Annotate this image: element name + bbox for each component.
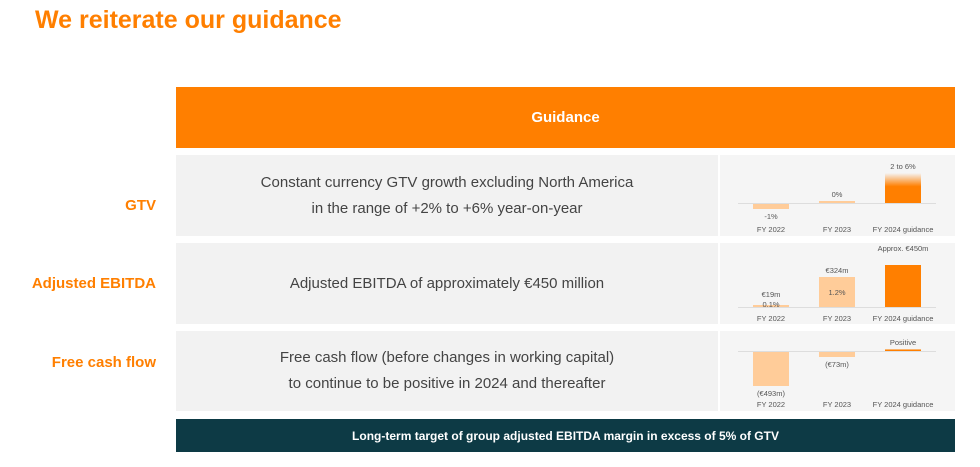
value-label: (€493m) xyxy=(757,389,785,399)
chart-bar xyxy=(885,265,921,307)
page-title: We reiterate our guidance xyxy=(35,6,342,34)
chart-bar xyxy=(753,352,789,387)
chart-bar xyxy=(819,276,855,307)
chart-bar xyxy=(885,348,921,351)
value-label: -1% xyxy=(764,212,778,221)
chart-axis xyxy=(738,203,936,204)
fcf-chart: (€493m) FY 2022 (€73m) FY 2023 Positive FY 20… xyxy=(720,331,955,411)
margin-label: 0.1% xyxy=(762,300,780,309)
chart-axis xyxy=(738,307,936,308)
value-label: 2 to 6% xyxy=(890,162,916,171)
value-label: (€73m) xyxy=(825,360,849,370)
category-label: FY 2024 guidance xyxy=(872,400,934,409)
chart-axis xyxy=(738,351,936,352)
gtv-chart: -1% FY 2022 0% FY 2023 2 to 6% FY 2024 guidan… xyxy=(720,155,955,236)
value-label: €324m xyxy=(825,265,849,275)
category-label: FY 2022 xyxy=(756,314,786,323)
category-label: FY 2024 guidance xyxy=(872,225,934,234)
category-label: FY 2022 xyxy=(756,400,786,409)
text-line: Adjusted EBITDA of approximately €450 mi… xyxy=(289,274,605,292)
text-line: to continue to be positive in 2024 and t… xyxy=(288,375,606,392)
value-label: Approx. €450m xyxy=(877,244,929,254)
category-label: FY 2024 guidance xyxy=(872,314,934,323)
guidance-header: Guidance xyxy=(176,87,955,148)
ebitda-chart: €19m 0.1% FY 2022 €324m 1.2% FY 2023 Approx. €… xyxy=(720,243,955,324)
value-label: 0% xyxy=(831,190,843,199)
category-label: FY 2023 xyxy=(822,400,852,409)
text-line: Constant currency GTV growth excluding N… xyxy=(260,173,634,191)
text-line: in the range of +2% to +6% year-on-year xyxy=(311,199,583,217)
gtv-guidance-text: Constant currency GTV growth excluding N… xyxy=(176,155,718,236)
chart-bar xyxy=(819,201,855,203)
category-label: FY 2022 xyxy=(756,225,786,234)
value-label: Positive xyxy=(889,337,917,347)
chart-bar xyxy=(885,173,921,203)
long-term-target-banner: Long-term target of group adjusted EBITD… xyxy=(176,419,955,452)
chart-bar xyxy=(753,204,789,209)
fcf-guidance-text: Free cash flow (before changes in workin… xyxy=(176,331,718,411)
ebitda-guidance-text: Adjusted EBITDA of approximately €450 mi… xyxy=(176,243,718,324)
row-label-ebitda: Adjusted EBITDA xyxy=(31,275,156,292)
value-label: €19m xyxy=(761,290,781,299)
row-label-gtv: GTV xyxy=(125,197,156,214)
chart-bar xyxy=(753,305,789,307)
chart-bar xyxy=(819,352,855,358)
category-label: FY 2023 xyxy=(822,225,852,234)
text-line: Free cash flow (before changes in workin… xyxy=(279,349,615,366)
row-label-fcf: Free cash flow xyxy=(51,354,156,371)
margin-label: 1.2% xyxy=(828,287,846,297)
category-label: FY 2023 xyxy=(822,314,852,323)
